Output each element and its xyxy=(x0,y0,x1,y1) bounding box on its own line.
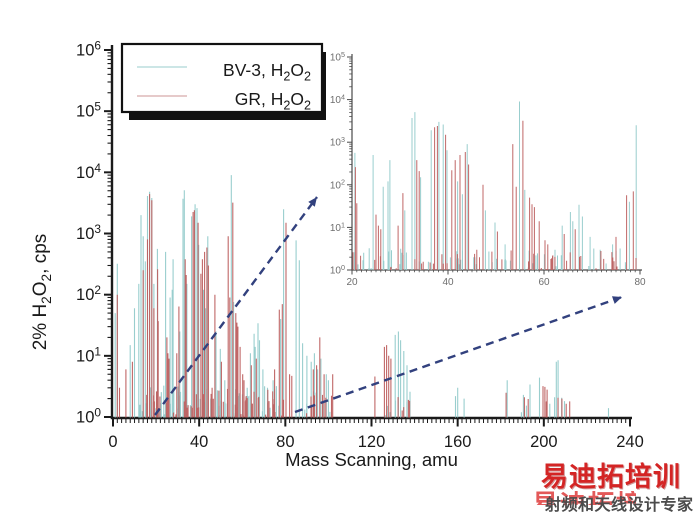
svg-text:120: 120 xyxy=(358,433,386,451)
svg-text:105: 105 xyxy=(330,50,345,64)
svg-text:103: 103 xyxy=(330,135,345,149)
inset-spectrum-gr xyxy=(352,120,637,270)
svg-text:101: 101 xyxy=(330,220,345,234)
inset-plot: 100 101 102 103 104 105 20 40 60 80 xyxy=(326,46,648,292)
svg-text:100: 100 xyxy=(330,263,345,277)
svg-text:40: 40 xyxy=(190,433,208,451)
watermark-subtitle: 射频和天线设计专家 xyxy=(545,497,694,514)
watermark-fragment: 易迪拓培训 xyxy=(532,491,636,505)
svg-text:0: 0 xyxy=(108,433,117,451)
legend: BV-3, H2O2 GR, H2O2 xyxy=(120,42,329,120)
svg-text:105: 105 xyxy=(76,100,101,121)
legend-box xyxy=(120,42,324,114)
zoom-callout-lines xyxy=(154,196,623,416)
svg-text:200: 200 xyxy=(530,433,558,451)
svg-text:104: 104 xyxy=(76,161,101,182)
watermark-title: 易迪拓培训 xyxy=(541,462,681,492)
svg-text:106: 106 xyxy=(76,39,101,60)
main-series-spikes xyxy=(114,175,610,418)
svg-text:103: 103 xyxy=(76,222,101,243)
svg-text:102: 102 xyxy=(76,283,101,304)
svg-text:40: 40 xyxy=(442,277,454,288)
svg-text:100: 100 xyxy=(76,406,101,427)
svg-text:102: 102 xyxy=(330,178,345,192)
svg-text:80: 80 xyxy=(634,277,646,288)
callout-arrowhead xyxy=(308,197,317,207)
svg-text:60: 60 xyxy=(538,277,550,288)
callout-arrowhead xyxy=(612,296,622,304)
spectrum-gr xyxy=(116,194,571,418)
svg-text:20: 20 xyxy=(346,277,358,288)
svg-text:2% H2O2, cps: 2% H2O2, cps xyxy=(30,234,54,351)
svg-text:80: 80 xyxy=(276,433,294,451)
svg-text:160: 160 xyxy=(444,433,472,451)
svg-text:240: 240 xyxy=(616,433,644,451)
svg-text:101: 101 xyxy=(76,344,101,365)
svg-text:BV-3, H2O2: BV-3, H2O2 xyxy=(223,60,311,84)
svg-text:Mass Scanning, amu: Mass Scanning, amu xyxy=(285,449,458,470)
svg-text:GR, H2O2: GR, H2O2 xyxy=(235,89,311,113)
svg-text:104: 104 xyxy=(330,93,345,107)
main-axes: 100 101 102 103 104 105 106 0 40 80 120 160 200 240 Ma… xyxy=(30,39,644,470)
